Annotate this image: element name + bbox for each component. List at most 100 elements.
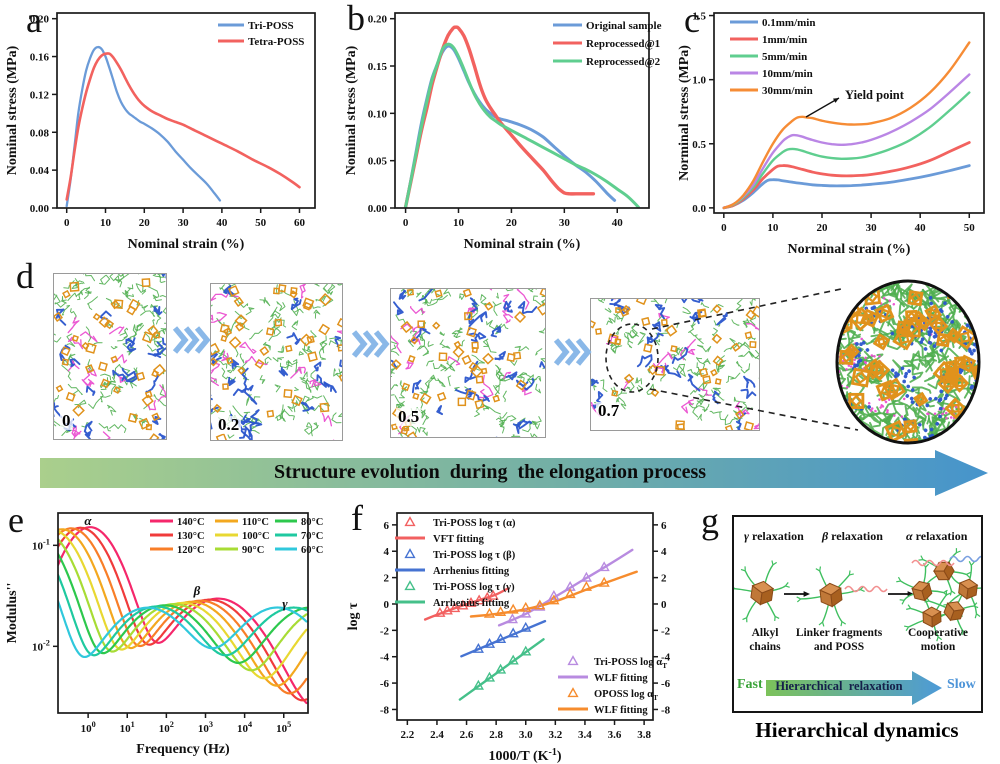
x-tick-label: 101	[120, 720, 135, 735]
chart-stress-strain-reprocessed: 0 10 20 30 40 0.00 0.05 0.10 0.15 0.20 Nominal str…	[344, 12, 662, 252]
chart-modulus-frequency: 100 101 102 103 104 105 10-1 10-2 Frequency (Hz)…	[5, 512, 323, 757]
triangle-marker	[465, 596, 477, 607]
chevron-arrow-icon	[373, 330, 390, 358]
y-axis-label: Norminal stress (MPa)	[677, 45, 692, 181]
x-axis-label: Norminal strain (%)	[788, 242, 911, 256]
poss-schematic	[734, 548, 981, 705]
x-tick-label: 0	[403, 217, 409, 229]
series-Arrhenius fitting γ	[458, 638, 545, 701]
legend-label: 5mm/min	[762, 51, 807, 63]
x-tick-label: 60	[294, 217, 306, 229]
triangle-marker	[520, 607, 532, 618]
x-tick-label: 2.6	[460, 729, 474, 741]
chevron-arrow-icon	[194, 326, 211, 354]
y-tick-label: 0.00	[368, 203, 388, 215]
relaxation-annotation: γ	[282, 596, 288, 611]
triangle-marker	[548, 589, 560, 600]
y-axis-label: Modulus''	[5, 583, 20, 644]
triangle-marker	[520, 645, 532, 656]
chart-stress-strain-rates: 0 10 20 30 40 50 0.0 0.5 1.0 1.5 Norminal strain (…	[677, 11, 985, 256]
x-tick-label: 20	[506, 217, 518, 229]
y-tick-label: 0	[384, 599, 390, 611]
y-tick-label: 10-2	[32, 638, 50, 653]
y-tick-label: 0.12	[30, 89, 50, 101]
triangle-marker	[404, 548, 416, 559]
triangle-marker	[441, 604, 453, 615]
legend-label: 140°C	[177, 517, 205, 528]
y-axis-label: log τ	[346, 602, 361, 630]
right-tick-label: 4	[661, 546, 667, 558]
x-tick-label: 10	[100, 217, 112, 229]
y-tick-label: 0.15	[368, 61, 388, 73]
triangle-marker	[483, 671, 496, 682]
beta-relaxation-label: β relaxation	[822, 529, 883, 543]
banner-arrow-shape	[40, 450, 988, 496]
x-tick-label: 103	[198, 720, 213, 735]
series-WLF fitting orange	[469, 570, 638, 618]
panel-letter-e: e	[8, 500, 24, 540]
poss-cube-icon	[819, 582, 843, 608]
y-tick-label: 0.05	[368, 156, 388, 168]
x-tick-label: 30	[559, 217, 571, 229]
legend-label: WLF fitting	[594, 705, 648, 716]
x-tick-label: 40	[612, 217, 624, 229]
x-tick-label: 2.2	[400, 729, 414, 741]
y-tick-label: 4	[384, 546, 390, 558]
alkyl-chains-label: Alkyl chains	[749, 627, 781, 653]
alpha-relaxation-label: α relaxation	[906, 529, 968, 543]
right-tick-label: 2	[661, 573, 667, 585]
banner-text: Structure evolution during the elongatio…	[273, 461, 707, 483]
chart-logtau-arrhenius: 2.2 2.4 2.6 2.8 3.0 3.2 3.4 3.6 3.8 6 6 4 4 2 2 0 0 -2 -2 -…	[346, 512, 685, 764]
y-tick-label: 0.0	[692, 203, 706, 215]
y-tick-label: 1.0	[692, 75, 706, 87]
legend-label: 30mm/min	[762, 85, 813, 97]
series-1mm/min	[722, 141, 971, 210]
y-tick-label: 0.00	[30, 203, 50, 215]
x-tick-label: 0	[721, 222, 727, 234]
chevron-arrow-icon	[183, 326, 200, 354]
series-Tri-POSS	[65, 45, 222, 208]
x-tick-label: 3.8	[637, 729, 651, 741]
right-tick-label: -2	[661, 625, 671, 637]
y-tick-label: 0.04	[30, 165, 50, 177]
series-WLF fitting purple	[497, 548, 634, 627]
hierarchical-dynamics-title: Hierarchical dynamics	[755, 718, 959, 742]
legend-label: Tri-POSS log τ (β)	[433, 550, 516, 561]
chevron-arrow-icon	[564, 338, 581, 366]
elongation-arrow-banner	[40, 450, 988, 496]
y-tick-label: -4	[380, 652, 390, 664]
x-tick-label: 10	[453, 217, 465, 229]
x-tick-label: 30	[178, 217, 190, 229]
triangle-marker	[472, 642, 484, 653]
legend-label: 60°C	[301, 545, 323, 556]
x-tick-label: 40	[216, 217, 228, 229]
x-tick-label: 102	[159, 720, 174, 735]
chevron-arrow-icon	[172, 326, 189, 354]
slow-label: Slow	[947, 677, 976, 692]
md-snapshot-02	[210, 283, 343, 441]
legend-label: Tetra-POSS	[248, 36, 304, 48]
triangle-marker	[580, 571, 593, 582]
triangle-marker	[494, 633, 507, 644]
x-tick-label: 10	[767, 222, 779, 234]
linker-fragments-label: Linker fragments and POSS	[795, 627, 883, 653]
triangle-marker	[506, 613, 519, 624]
series-Reprocessed@2	[404, 42, 640, 208]
legend-label: 70°C	[301, 531, 323, 542]
series-90°C	[58, 538, 308, 672]
right-tick-label: -6	[661, 678, 671, 690]
chevron-arrow-icon	[351, 330, 368, 358]
y-tick-label: 1.5	[692, 11, 706, 23]
triangle-marker	[564, 588, 576, 599]
y-tick-label: 0.5	[692, 139, 706, 151]
triangle-marker	[520, 601, 532, 612]
poss-cube-icon	[958, 578, 979, 600]
x-tick-label: 2.4	[430, 729, 444, 741]
legend-label: 0.1mm/min	[762, 17, 815, 29]
chevron-arrow-icon	[553, 338, 570, 366]
right-tick-label: 0	[661, 599, 667, 611]
right-tick-label: -8	[661, 704, 671, 716]
y-tick-label: -2	[380, 625, 390, 637]
triangle-marker	[457, 599, 469, 610]
